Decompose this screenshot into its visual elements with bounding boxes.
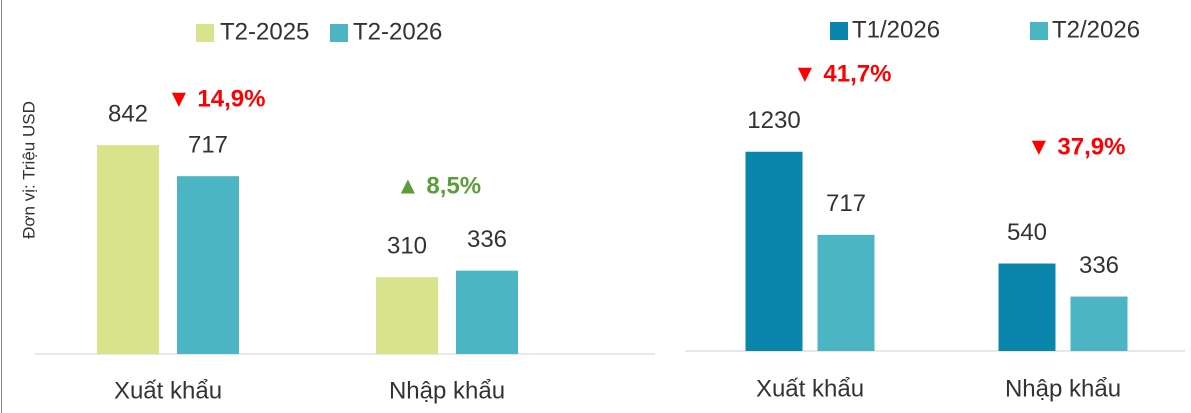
legend-label: T1/2026 <box>852 16 940 43</box>
x-tick-label: Xuất khẩu <box>114 377 222 404</box>
data-label: 540 <box>1007 219 1047 246</box>
legend-label: T2-2025 <box>220 18 309 45</box>
bar <box>177 176 239 354</box>
x-tick-label: Nhập khẩu <box>1005 375 1121 402</box>
annotation: ▼ 37,9% <box>1027 133 1125 160</box>
legend-label: T2/2026 <box>1052 16 1140 43</box>
data-label: 336 <box>1079 252 1119 279</box>
y-axis-label: Đơn vị: Triệu USD <box>19 101 38 239</box>
bar <box>376 277 438 354</box>
data-label: 717 <box>188 132 228 159</box>
x-tick-label: Nhập khẩu <box>389 377 505 404</box>
bar <box>456 270 518 354</box>
legend-swatch <box>330 24 348 42</box>
data-label: 717 <box>826 190 866 217</box>
data-label: 310 <box>387 232 427 259</box>
annotation: ▼ 41,7% <box>793 60 891 87</box>
legend-swatch <box>196 24 214 42</box>
data-label: 842 <box>108 101 148 128</box>
data-label: 1230 <box>747 107 800 134</box>
bar <box>97 145 159 354</box>
annotation: ▲ 8,5% <box>396 172 481 199</box>
bar <box>1070 296 1128 351</box>
bar <box>998 263 1056 351</box>
annotation: ▼ 14,9% <box>167 85 265 112</box>
bar <box>745 151 803 351</box>
legend-swatch <box>830 22 848 40</box>
legend-label: T2-2026 <box>353 18 442 45</box>
bar <box>817 234 875 351</box>
x-tick-label: Xuất khẩu <box>756 375 864 402</box>
legend-swatch <box>1030 22 1048 40</box>
data-label: 336 <box>467 226 507 253</box>
